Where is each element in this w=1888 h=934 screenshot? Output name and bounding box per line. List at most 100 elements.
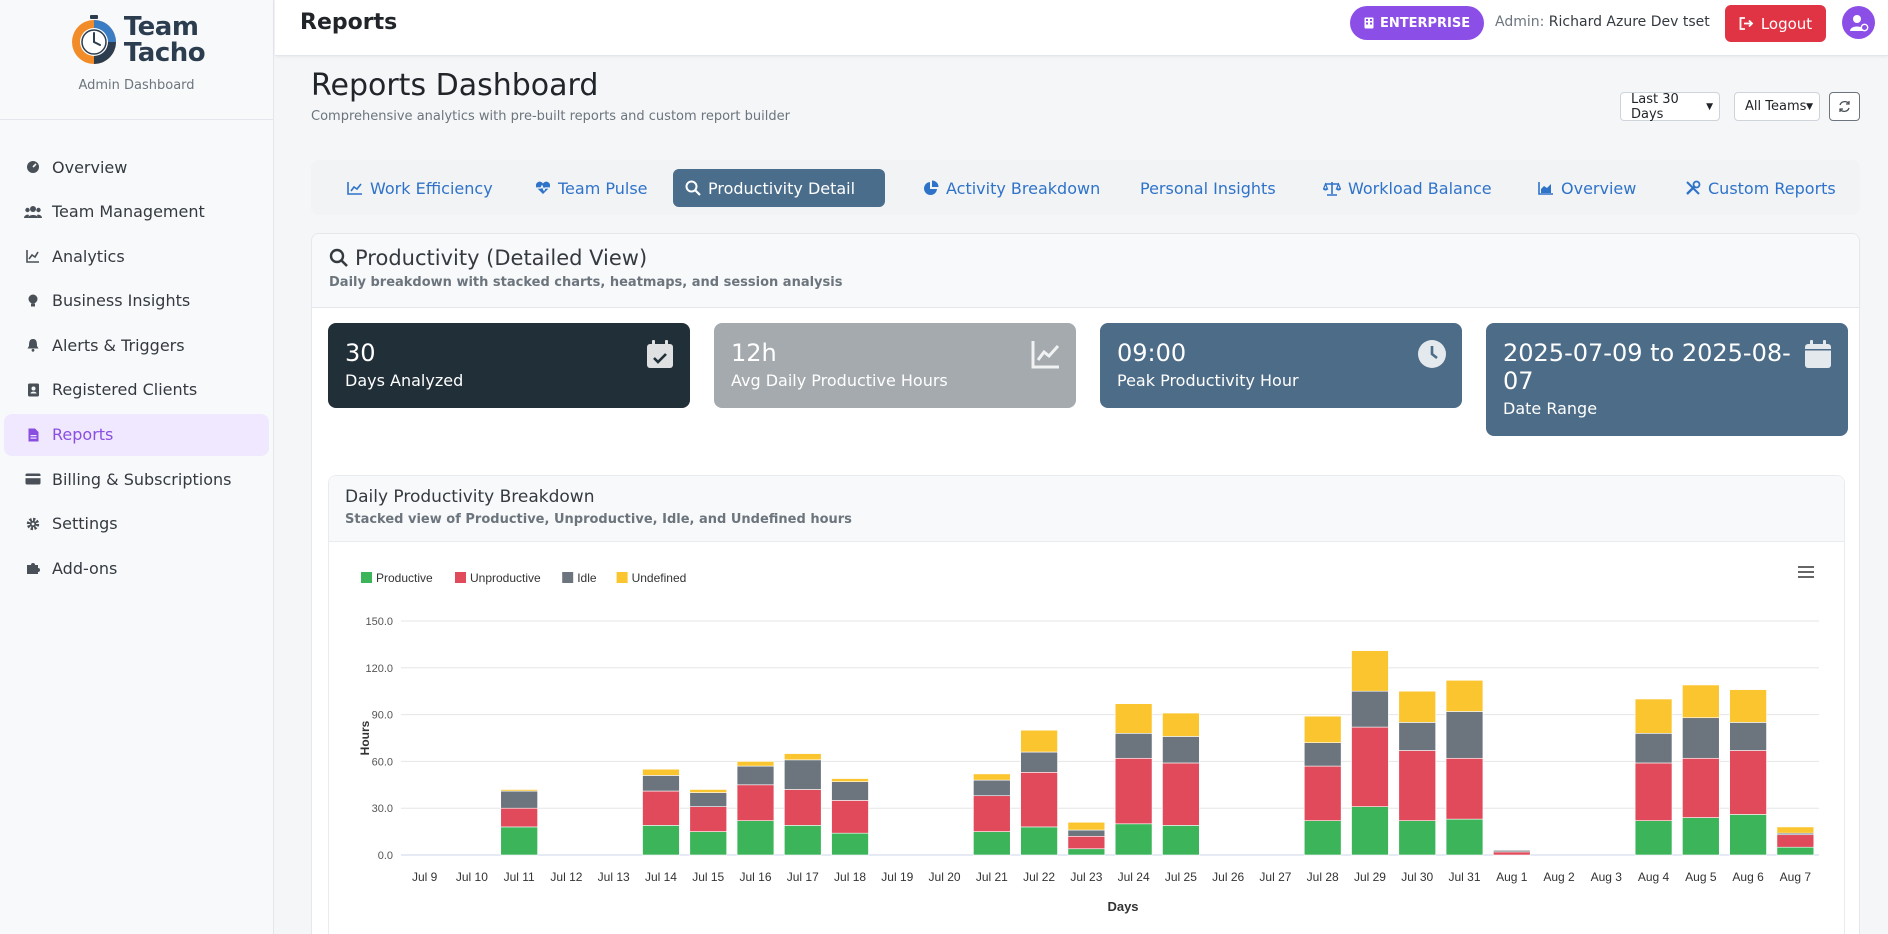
bar-segment-undefined xyxy=(1114,703,1153,734)
sidebar-item-label: Alerts & Triggers xyxy=(52,335,185,355)
bar-segment-unproductive xyxy=(1445,757,1484,820)
date-range-select[interactable]: Last 30 Days ▼ xyxy=(1620,91,1720,122)
bar-segment-undefined xyxy=(973,773,1011,781)
sidebar-item-team-management[interactable]: Team Management xyxy=(4,191,269,233)
y-tick-label: 90.0 xyxy=(372,710,393,722)
x-tick-label: Aug 2 xyxy=(1543,870,1575,884)
sidebar-item-label: Registered Clients xyxy=(52,380,198,400)
x-tick-label: Jul 30 xyxy=(1401,870,1433,884)
refresh-icon xyxy=(1839,100,1850,113)
user-avatar[interactable] xyxy=(1842,6,1875,39)
bar-segment-unproductive xyxy=(1162,762,1200,826)
menu-icon-bar xyxy=(1798,566,1814,568)
bar-segment-idle xyxy=(500,790,538,809)
enterprise-badge-label: ENTERPRISE xyxy=(1380,15,1471,31)
tab-team-pulse[interactable]: Team Pulse xyxy=(523,169,660,207)
logout-button[interactable]: Logout xyxy=(1725,5,1826,42)
bar-segment-unproductive xyxy=(1776,834,1815,848)
y-axis-title: Hours xyxy=(358,720,372,755)
legend-swatch-idle xyxy=(562,572,574,583)
y-tick-label: 120.0 xyxy=(365,663,393,675)
bar-segment-productive xyxy=(1351,806,1389,856)
bar-segment-unproductive xyxy=(973,795,1011,832)
tab-productivity-detail[interactable]: Productivity Detail xyxy=(673,169,885,207)
gear-icon xyxy=(24,515,42,533)
sidebar-item-settings[interactable]: Settings xyxy=(4,503,269,545)
page-subtitle: Comprehensive analytics with pre-built r… xyxy=(311,109,790,124)
bar-segment-unproductive xyxy=(1303,765,1342,821)
x-tick-label: Jul 19 xyxy=(881,870,913,884)
sidebar-item-overview[interactable]: Overview xyxy=(4,146,269,188)
y-tick-label: 30.0 xyxy=(372,803,393,815)
tab-work-efficiency[interactable]: Work Efficiency xyxy=(335,169,505,207)
tab-label: Custom Reports xyxy=(1708,178,1836,198)
tab-workload-balance[interactable]: Workload Balance xyxy=(1311,169,1504,207)
x-tick-label: Jul 15 xyxy=(692,870,724,884)
bar-segment-unproductive xyxy=(1634,762,1673,821)
legend-label: Productive xyxy=(376,571,433,585)
stat-label: Date Range xyxy=(1503,399,1598,418)
tab-custom-reports[interactable]: Custom Reports xyxy=(1673,169,1848,207)
tab-personal-insights[interactable]: Personal Insights xyxy=(1128,169,1288,207)
sidebar-item-business-insights[interactable]: Business Insights xyxy=(4,280,269,322)
chart-menu-icon[interactable] xyxy=(1793,560,1819,582)
bar-segment-undefined xyxy=(1303,715,1342,743)
x-tick-label: Jul 17 xyxy=(787,870,819,884)
bar-segment-unproductive xyxy=(689,806,727,832)
bar-segment-undefined xyxy=(1398,690,1436,723)
bar-segment-idle xyxy=(642,775,680,792)
bar-segment-unproductive xyxy=(1493,851,1531,856)
panel-title-text: Productivity (Detailed View) xyxy=(355,246,648,270)
bar-segment-productive xyxy=(1682,817,1720,856)
sidebar-item-alerts-triggers[interactable]: Alerts & Triggers xyxy=(4,324,269,366)
tab-label: Team Pulse xyxy=(558,178,648,198)
sidebar-nav: Overview Team Management Analytics Busin… xyxy=(0,120,273,589)
sidebar-item-add-ons[interactable]: Add-ons xyxy=(4,547,269,589)
header-title: Reports xyxy=(300,10,398,35)
bar-segment-undefined xyxy=(784,753,822,761)
top-header: Reports ENTERPRISE Admin: Richard Azure … xyxy=(275,0,1888,56)
sign-out-icon xyxy=(1739,17,1754,30)
admin-prefix: Admin: xyxy=(1495,14,1545,30)
bell-icon xyxy=(24,336,42,354)
tab-label: Work Efficiency xyxy=(370,178,493,198)
x-tick-label: Jul 29 xyxy=(1354,870,1386,884)
date-range-value: Last 30 Days xyxy=(1631,91,1679,122)
bar-segment-undefined xyxy=(500,789,538,792)
page-title: Reports Dashboard xyxy=(311,68,599,103)
balance-scale-icon xyxy=(1323,181,1341,196)
x-axis-title: Days xyxy=(1107,899,1138,914)
productivity-detail-panel: Productivity (Detailed View) Daily break… xyxy=(311,233,1860,934)
stat-card-days-analyzed: 30 Days Analyzed xyxy=(328,323,690,408)
credit-card-icon xyxy=(24,470,42,488)
team-select[interactable]: All Teams ▼ xyxy=(1734,92,1820,121)
sidebar-item-billing-subscriptions[interactable]: Billing & Subscriptions xyxy=(4,458,269,500)
brand-name-line2: Tacho xyxy=(123,38,206,68)
x-tick-label: Jul 13 xyxy=(598,870,630,884)
bar-segment-undefined xyxy=(1067,821,1106,831)
bar-segment-productive xyxy=(1162,825,1200,856)
menu-icon-bar xyxy=(1798,571,1814,573)
x-tick-label: Jul 27 xyxy=(1259,870,1291,884)
bar-segment-idle xyxy=(1303,742,1342,767)
refresh-button[interactable] xyxy=(1829,92,1860,121)
bar-segment-undefined xyxy=(1020,729,1058,753)
brand-logo[interactable]: Team Tacho xyxy=(68,14,206,68)
bar-segment-productive xyxy=(973,831,1011,856)
bar-segment-idle xyxy=(1398,722,1436,751)
tab-activity-breakdown[interactable]: Activity Breakdown xyxy=(911,169,1112,207)
tab-overview[interactable]: Overview xyxy=(1526,169,1648,207)
bar-segment-idle xyxy=(689,792,727,807)
sidebar-item-reports[interactable]: Reports xyxy=(4,413,269,456)
sidebar-item-registered-clients[interactable]: Registered Clients xyxy=(4,369,269,411)
bar-segment-productive xyxy=(1114,823,1153,856)
sidebar-item-analytics[interactable]: Analytics xyxy=(4,235,269,277)
x-tick-label: Jul 26 xyxy=(1212,870,1244,884)
x-tick-label: Jul 16 xyxy=(739,870,771,884)
bar-segment-undefined xyxy=(831,778,869,782)
enterprise-badge: ENTERPRISE xyxy=(1350,6,1485,40)
x-tick-label: Jul 14 xyxy=(645,870,677,884)
chart-line-icon xyxy=(24,247,42,265)
x-tick-label: Jul 11 xyxy=(504,870,535,884)
x-tick-label: Jul 25 xyxy=(1165,870,1197,884)
